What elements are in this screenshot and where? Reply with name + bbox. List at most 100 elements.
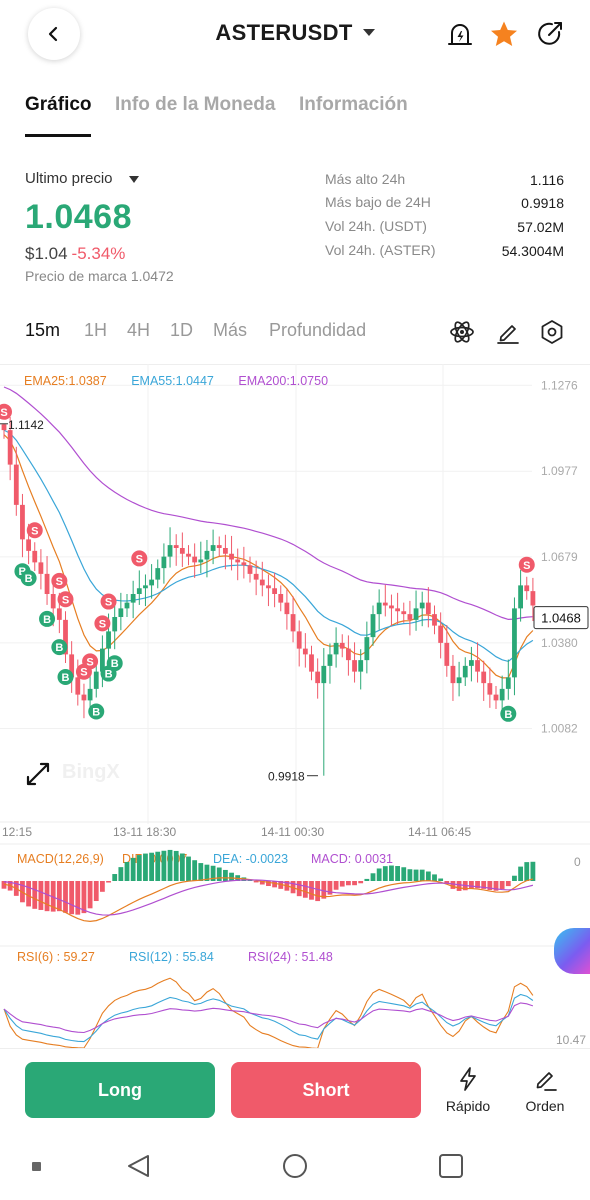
timeframe-more[interactable]: Más [213,320,248,340]
candle-body [524,585,530,592]
candle-body [186,553,191,557]
rsi-line [3,993,534,1043]
candle-body [93,671,99,689]
sell-marker [131,550,148,567]
macd-bar [512,875,517,881]
candle-body [487,683,493,695]
candle-body [229,553,234,560]
order-button[interactable]: Orden [515,1066,575,1114]
candle-body [518,585,523,609]
timeframe-4h[interactable]: 4H [127,320,151,340]
macd-bar [124,861,130,881]
macd-bar [253,881,259,883]
pair-selector[interactable]: ASTERUSDT [0,20,590,46]
macd-bar [272,881,277,888]
macd-bar [136,855,142,881]
macd-bar [259,881,265,885]
indicators-icon[interactable] [448,318,476,346]
assistant-bubble[interactable] [554,928,590,974]
chevron-down-icon [362,28,375,36]
macd-bar [50,881,56,912]
macd-bar [106,881,111,883]
low-label: 0.9918 [268,770,305,784]
macd-bar [432,874,437,881]
chart-settings-icon[interactable] [538,318,566,346]
nav-home-icon[interactable] [281,1152,309,1180]
high-label: 1.1142 [8,418,44,432]
rsi-panel: RSI(6) : 59.27 RSI(12) : 55.84 RSI(24) : 5… [0,945,590,1049]
timeframe-1h[interactable]: 1H [84,320,108,340]
macd-bar [456,881,462,891]
short-button[interactable]: Short [231,1062,421,1118]
tab-information[interactable]: Información [299,94,408,115]
macd-legend: DEA: -0.0023 [213,852,288,866]
candle-body [481,671,487,684]
buy-marker [20,570,37,587]
marker-label: B [18,566,26,578]
macd-bar [407,869,413,881]
current-price-label: 1.0468 [541,611,581,626]
candlestick-chart[interactable]: 1.1276 1.0977 1.0679 1.0380 1.0082 12:15 13-11… [0,364,590,1050]
timeframe-depth[interactable]: Profundidad [269,320,367,340]
macd-bar [475,881,480,889]
macd-legend: MACD: 0.0031 [311,852,393,866]
candle-body [210,545,216,551]
candle-body [20,504,25,540]
last-price-selector[interactable]: Ultimo precio [25,170,139,187]
marker-label: B [504,709,512,721]
candle-body [512,608,517,678]
nav-recents-icon[interactable] [437,1152,465,1180]
tab-chart[interactable]: Gráfico [25,94,92,115]
candle-body [321,665,327,684]
macd-bar [247,880,253,881]
rsi-legend: RSI(12) : 55.84 [129,950,214,964]
timeframe-15m[interactable]: 15m [25,320,61,340]
sell-marker [0,403,12,420]
candle-body [223,548,228,554]
candle-body [216,545,222,548]
watermark: BingX [62,761,120,783]
candle-body [149,579,154,586]
candle-body [179,548,185,554]
macd-bar [499,881,505,890]
favorite-star-icon[interactable] [488,18,520,50]
macd-bar [192,860,198,881]
nav-back-icon[interactable] [124,1152,152,1180]
marker-label: B [25,573,33,585]
macd-panel: MACD(12,26,9) DIF: 0.0007 DEA: -0.0023 MACD… [0,843,590,922]
candle-body [395,608,400,612]
candle-body [352,660,357,672]
macd-bar [69,881,75,915]
draw-pencil-icon[interactable] [494,318,522,346]
price-alert-icon[interactable] [444,18,476,50]
quick-trade-button[interactable]: Rápido [438,1066,498,1114]
tab-coin-info[interactable]: Info de la Moneda [115,94,276,115]
share-icon[interactable] [534,18,566,50]
macd-bar [173,850,179,881]
candle-body [87,688,93,701]
macd-bar [118,867,124,881]
candle-body [235,559,241,563]
ema-legend: EMA200:1.0750 [238,374,328,388]
macd-bar [204,864,210,881]
macd-bar [44,881,50,912]
candle-body [284,602,290,615]
candle-body [161,556,167,569]
nav-menu-icon[interactable] [32,1162,41,1171]
macd-bar [149,852,154,881]
rsi-line [3,977,534,1049]
stat-value: 54.3004M [501,243,564,259]
candle-body [370,614,376,638]
macd-legend: MACD(12,26,9) [17,852,104,866]
mark-price: Precio de marca 1.0472 [25,268,174,284]
candle-body [327,654,333,666]
rsi-legend: RSI(24) : 51.48 [248,950,333,964]
candle-body [346,648,351,661]
back-button[interactable] [28,8,80,60]
candle-body [432,614,437,626]
timeframe-1d[interactable]: 1D [170,320,194,340]
long-button[interactable]: Long [25,1062,215,1118]
macd-bar [87,881,93,909]
chart-top-divider [0,364,590,365]
candle-body [505,677,511,689]
